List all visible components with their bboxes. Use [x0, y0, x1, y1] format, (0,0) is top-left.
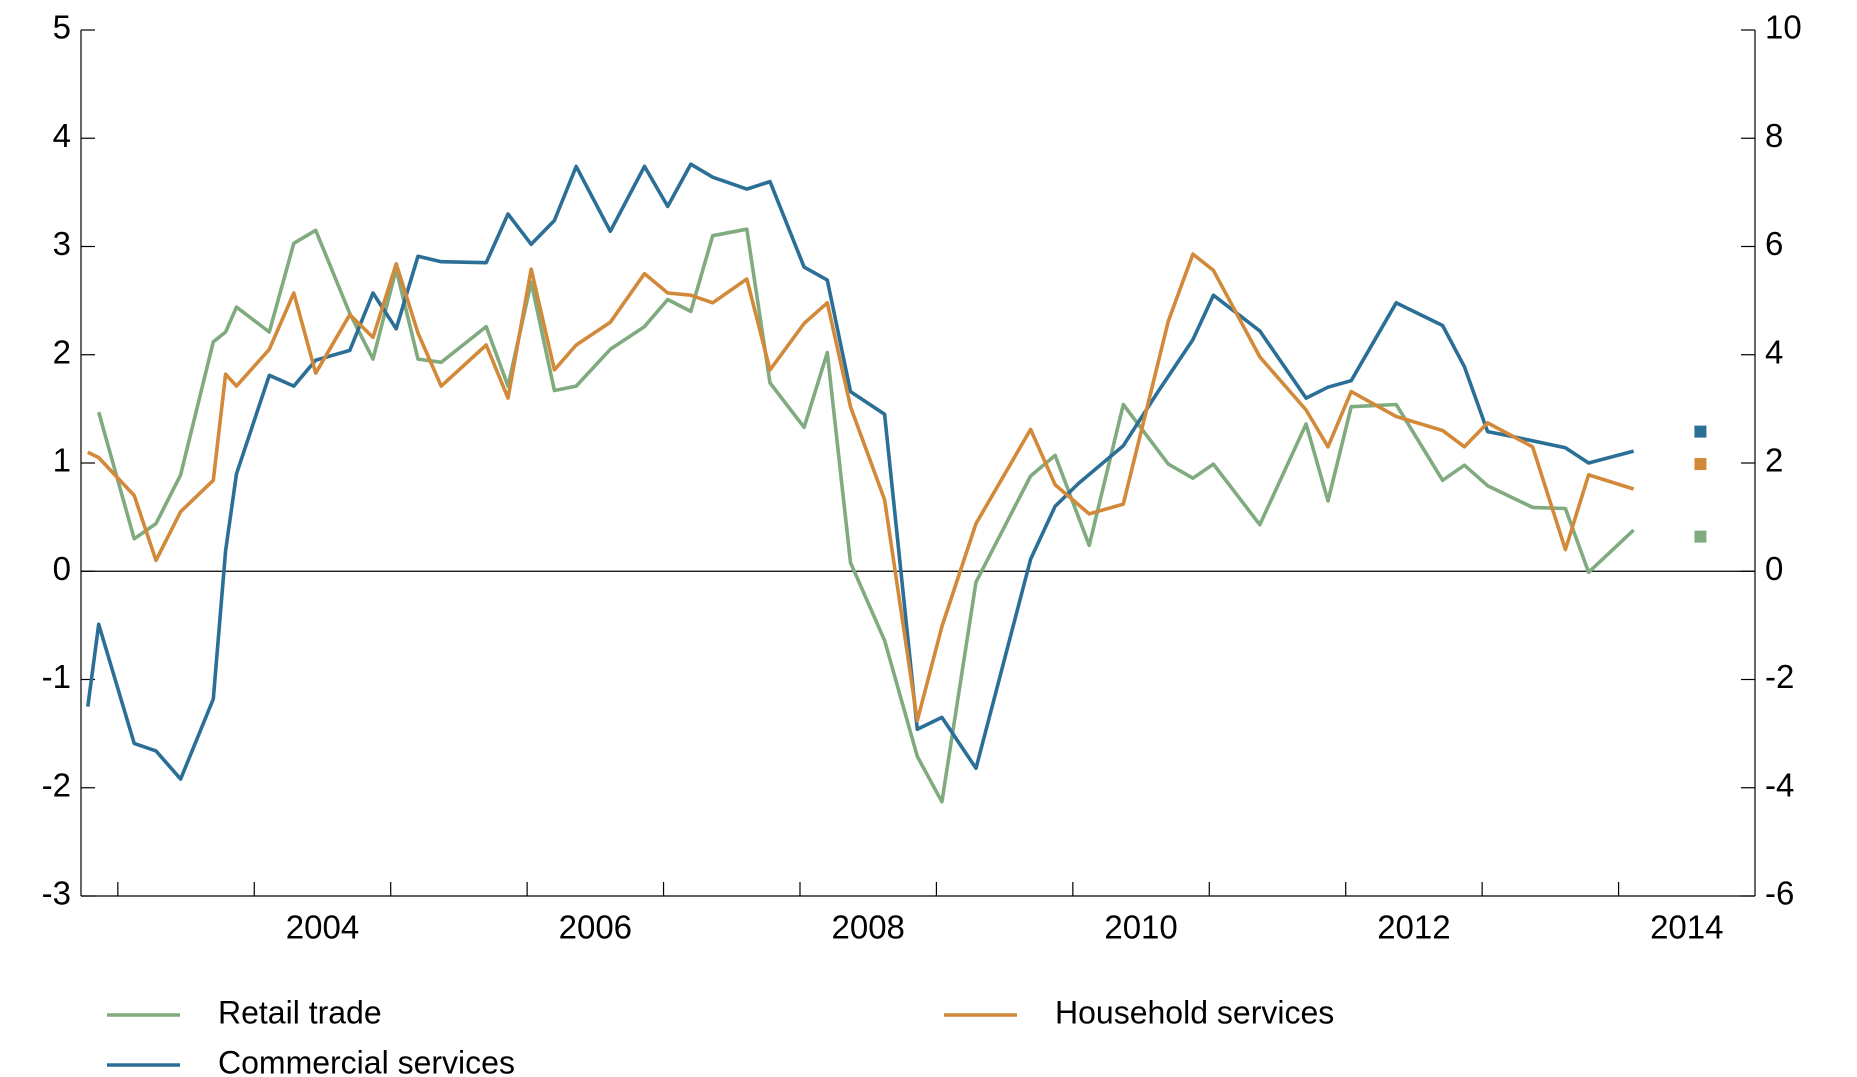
y2-tick-label: 10 — [1765, 9, 1802, 46]
y2-tick-label: 8 — [1765, 117, 1783, 154]
y2-tick-label: -4 — [1765, 766, 1794, 803]
y2-tick-label: 2 — [1765, 442, 1783, 479]
legend-label: Commercial services — [218, 1044, 515, 1077]
x-tick-label: 2014 — [1650, 909, 1723, 946]
y-tick-label: 1 — [53, 442, 71, 479]
end-marker — [1694, 425, 1707, 438]
x-tick-label: 2008 — [831, 909, 904, 946]
legend-label: Household services — [1055, 994, 1334, 1030]
y-tick-label: 3 — [53, 225, 71, 262]
y2-tick-label: -6 — [1765, 875, 1794, 912]
y-tick-label: -1 — [42, 658, 71, 695]
y2-tick-label: 6 — [1765, 225, 1783, 262]
y2-tick-label: 0 — [1765, 550, 1783, 587]
y-tick-label: 2 — [53, 333, 71, 370]
series-line — [96, 227, 1635, 804]
x-tick-label: 2012 — [1377, 909, 1450, 946]
x-tick-label: 2004 — [286, 909, 359, 946]
y-tick-label: -3 — [42, 875, 71, 912]
y-tick-label: 4 — [53, 117, 71, 154]
end-marker — [1694, 458, 1707, 471]
series-line — [86, 162, 1635, 781]
y-tick-label: -2 — [42, 766, 71, 803]
x-tick-label: 2006 — [559, 909, 632, 946]
y2-tick-label: -2 — [1765, 658, 1794, 695]
series-line — [87, 252, 1635, 723]
x-tick-label: 2010 — [1104, 909, 1177, 946]
y-tick-label: 5 — [53, 9, 71, 46]
y2-tick-label: 4 — [1765, 333, 1783, 370]
legend-label: Retail trade — [218, 994, 382, 1030]
y-tick-label: 0 — [53, 550, 71, 587]
end-marker — [1694, 530, 1707, 543]
